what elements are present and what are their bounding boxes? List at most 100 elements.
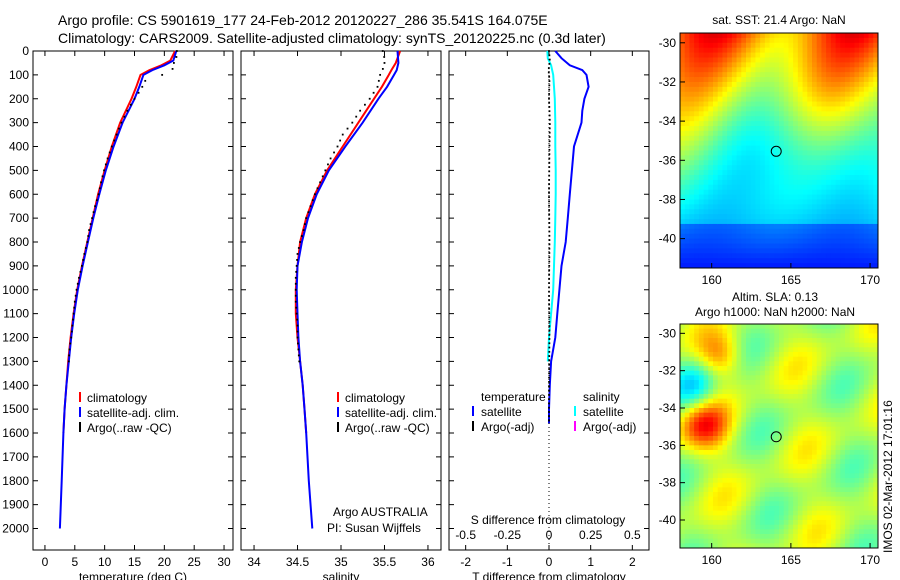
map-cell	[694, 130, 700, 137]
map-cell	[854, 155, 860, 161]
map-cell	[802, 543, 808, 549]
map-cell	[849, 209, 855, 215]
map-cell	[736, 77, 742, 83]
map-cell	[826, 194, 832, 200]
map-cell	[760, 223, 766, 230]
map-cell	[717, 160, 723, 166]
map-cell	[816, 482, 822, 488]
map-cell	[779, 370, 785, 376]
map-cell	[826, 116, 832, 122]
map-cell	[835, 37, 841, 44]
map-cell	[797, 347, 803, 353]
map-cell	[868, 219, 874, 225]
map-cell	[788, 454, 794, 460]
map-cell	[680, 258, 686, 264]
map-cell	[783, 417, 789, 423]
map-cell	[750, 62, 756, 68]
map-cell	[764, 150, 770, 156]
map-cell	[807, 62, 813, 68]
map-cell	[750, 380, 756, 386]
map-cell	[793, 445, 799, 451]
map-cell	[868, 209, 874, 215]
map-cell	[807, 238, 813, 244]
map-cell	[835, 417, 841, 423]
map-cell	[873, 248, 879, 254]
map-cell	[774, 338, 780, 344]
map-cell	[727, 459, 733, 465]
map-cell	[835, 468, 841, 474]
map-cell	[698, 356, 704, 362]
map-cell	[779, 520, 785, 526]
map-cell	[698, 121, 704, 127]
map-cell	[821, 426, 827, 432]
map-cell	[722, 155, 728, 161]
map-cell	[854, 468, 860, 474]
map-cell	[816, 126, 822, 132]
map-cell	[694, 422, 700, 428]
map-cell	[873, 263, 879, 269]
map-cell	[797, 238, 803, 244]
map-cell	[868, 380, 874, 386]
map-cell	[736, 228, 742, 235]
map-cell	[703, 179, 709, 186]
map-cell	[680, 478, 686, 484]
map-cell	[694, 436, 700, 442]
map-cell	[684, 145, 690, 151]
map-cell	[727, 403, 733, 409]
map-cell	[821, 214, 827, 220]
map-cell	[708, 398, 714, 404]
map-cell	[717, 33, 723, 39]
map-cell	[830, 515, 836, 521]
map-cell	[680, 189, 686, 195]
map-cell	[840, 155, 846, 161]
x-tick-label: -1	[502, 555, 513, 569]
map-cell	[764, 520, 770, 526]
argo-diff-dot	[548, 93, 551, 95]
map-cell	[684, 394, 690, 400]
map-cell	[859, 111, 865, 117]
map-cell	[788, 408, 794, 414]
map-cell	[736, 324, 742, 330]
map-cell	[713, 454, 719, 460]
map-cell	[854, 445, 860, 451]
map-cell	[830, 194, 836, 200]
map-cell	[859, 72, 865, 78]
map-cell	[812, 482, 818, 488]
map-cell	[755, 214, 761, 220]
map-cell	[812, 538, 818, 544]
map-cell	[764, 501, 770, 507]
map-cell	[769, 328, 775, 334]
map-cell	[797, 394, 803, 400]
map-cell	[807, 529, 813, 535]
map-cell	[854, 510, 860, 516]
map-cell	[703, 194, 709, 200]
map-cell	[812, 464, 818, 470]
map-cell	[746, 150, 752, 156]
map-cell	[788, 219, 794, 225]
map-cell	[741, 150, 747, 156]
map-cell	[717, 111, 723, 117]
map-cell	[783, 408, 789, 414]
map-cell	[845, 37, 851, 44]
map-cell	[750, 398, 756, 404]
map-cell	[746, 417, 752, 423]
map-cell	[859, 116, 865, 122]
map-cell	[708, 135, 714, 142]
map-cell	[750, 450, 756, 456]
map-cell	[826, 408, 832, 414]
map-cell	[750, 394, 756, 400]
map-cell	[680, 91, 686, 98]
map-cell	[731, 482, 737, 488]
map-cell	[736, 478, 742, 484]
map-cell	[840, 366, 846, 372]
map-cell	[835, 482, 841, 488]
map-cell	[835, 459, 841, 465]
map-cell	[727, 370, 733, 376]
map-cell	[821, 204, 827, 210]
map-cell	[797, 408, 803, 414]
map-cell	[717, 468, 723, 474]
map-cell	[736, 204, 742, 210]
map-cell	[760, 538, 766, 544]
map-cell	[689, 445, 695, 451]
